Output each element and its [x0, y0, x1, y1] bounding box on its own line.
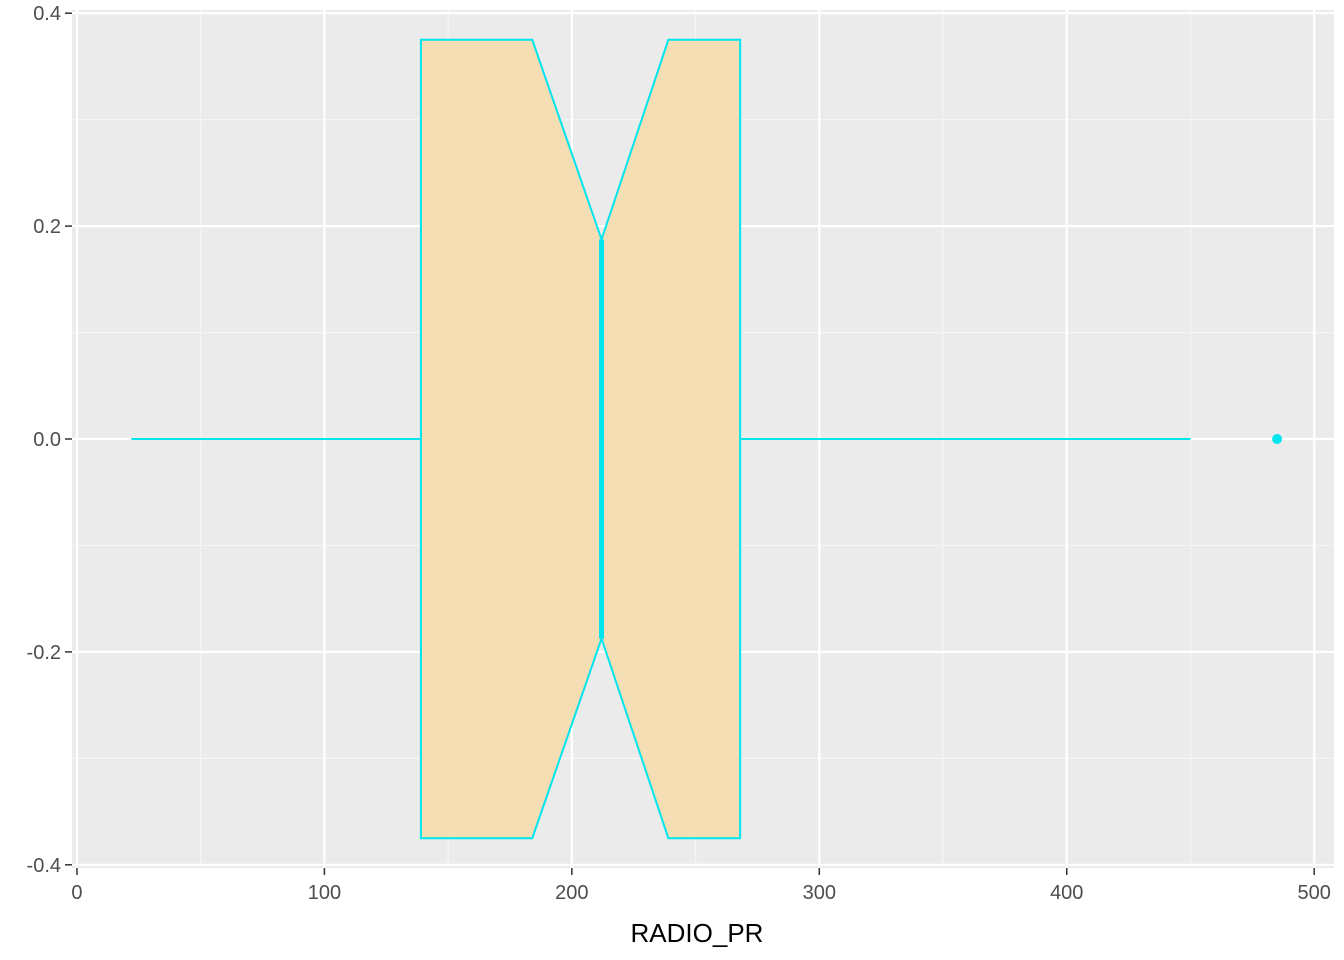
notched-box — [419, 38, 742, 840]
y-tick-label: 0.4 — [33, 3, 61, 25]
box-layer — [131, 38, 1283, 840]
y-tick-label: -0.4 — [27, 855, 61, 877]
x-axis: 0 100 200 300 400 500 — [71, 868, 1331, 904]
y-tick-label: 0.2 — [33, 216, 61, 238]
y-tick-label: 0.0 — [33, 429, 61, 451]
x-axis-title: RADIO_PR — [631, 918, 764, 948]
x-tick-label: 200 — [555, 882, 588, 904]
x-tick-label: 300 — [803, 882, 836, 904]
outlier-point — [1272, 434, 1283, 444]
y-axis: -0.4 -0.2 0.0 0.2 0.4 — [27, 3, 72, 877]
x-tick-label: 500 — [1298, 882, 1331, 904]
y-tick-label: -0.2 — [27, 642, 61, 664]
x-tick-label: 400 — [1050, 882, 1083, 904]
x-tick-label: 100 — [308, 882, 341, 904]
x-tick-label: 0 — [71, 882, 82, 904]
